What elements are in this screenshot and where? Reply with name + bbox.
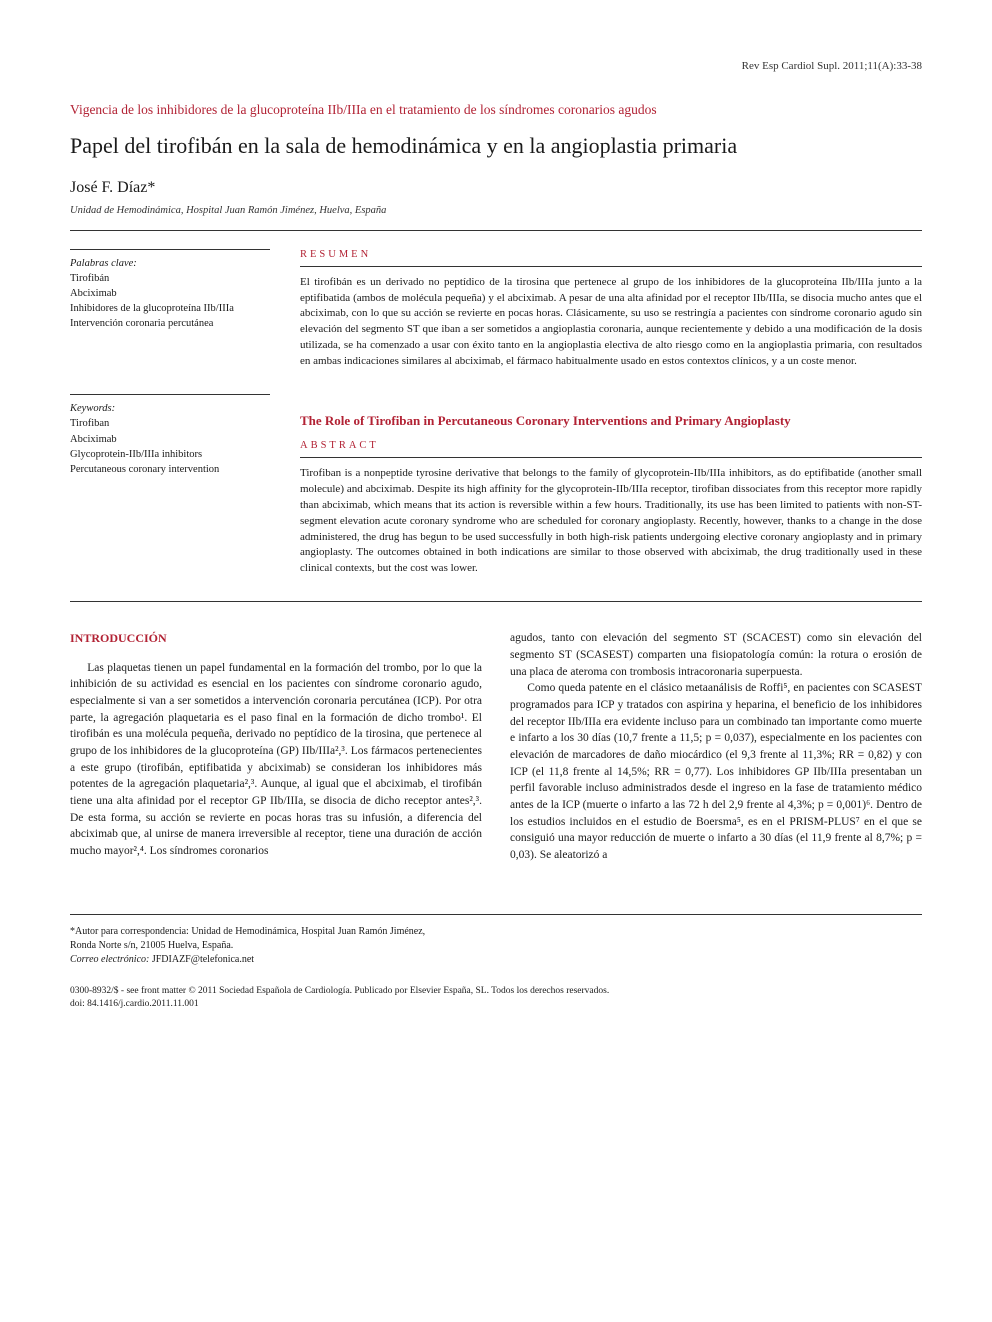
body-paragraph: Como queda patente en el clásico metaaná… — [510, 680, 922, 863]
footer: *Autor para correspondencia: Unidad de H… — [70, 914, 922, 1012]
abstract-column: The Role of Tirofiban in Percutaneous Co… — [300, 394, 922, 577]
doi-line: doi: 84.1416/j.cardio.2011.11.001 — [70, 998, 922, 1011]
body-columns: INTRODUCCIÓN Las plaquetas tienen un pap… — [70, 630, 922, 863]
resumen-column: RESUMEN El tirofibán es un derivado no p… — [300, 249, 922, 371]
abstract-block-spanish: Palabras clave: Tirofibán Abciximab Inhi… — [70, 249, 922, 371]
keyword-item: Tirofiban — [70, 416, 270, 431]
keywords-column: Keywords: Tirofiban Abciximab Glycoprote… — [70, 394, 270, 577]
correspondence-note: *Autor para correspondencia: Unidad de H… — [70, 925, 922, 939]
palabras-clave-column: Palabras clave: Tirofibán Abciximab Inhi… — [70, 249, 270, 371]
body-column-left: INTRODUCCIÓN Las plaquetas tienen un pap… — [70, 630, 482, 863]
abstract-block-english: Keywords: Tirofiban Abciximab Glycoprote… — [70, 394, 922, 577]
correspondence-address: Ronda Norte s/n, 21005 Huelva, España. — [70, 939, 922, 953]
abstract-heading: ABSTRACT — [300, 440, 922, 458]
resumen-heading: RESUMEN — [300, 249, 922, 267]
author-affiliation: Unidad de Hemodinámica, Hospital Juan Ra… — [70, 205, 922, 216]
copyright-block: 0300-8932/$ - see front matter © 2011 So… — [70, 985, 922, 1012]
author-name: José F. Díaz* — [70, 179, 922, 197]
correo-label: Correo electrónico: — [70, 954, 149, 965]
keyword-item: Glycoprotein-IIb/IIIa inhibitors — [70, 447, 270, 462]
keywords-label: Keywords: — [70, 401, 270, 416]
palabra-item: Intervención coronaria percutánea — [70, 316, 270, 331]
introduccion-heading: INTRODUCCIÓN — [70, 630, 482, 647]
divider — [70, 230, 922, 231]
divider — [70, 601, 922, 602]
section-label: Vigencia de los inhibidores de la glucop… — [70, 102, 922, 118]
copyright-line: 0300-8932/$ - see front matter © 2011 So… — [70, 985, 922, 998]
body-paragraph: agudos, tanto con elevación del segmento… — [510, 630, 922, 680]
palabras-label: Palabras clave: — [70, 256, 270, 271]
body-column-right: agudos, tanto con elevación del segmento… — [510, 630, 922, 863]
keyword-item: Percutaneous coronary intervention — [70, 462, 270, 477]
article-title: Papel del tirofibán en la sala de hemodi… — [70, 132, 922, 161]
abstract-text: Tirofiban is a nonpeptide tyrosine deriv… — [300, 466, 922, 578]
palabra-item: Tirofibán — [70, 271, 270, 286]
correo-value: JFDIAZF@telefonica.net — [152, 954, 254, 965]
resumen-text: El tirofibán es un derivado no peptídico… — [300, 275, 922, 371]
palabra-item: Abciximab — [70, 286, 270, 301]
journal-reference: Rev Esp Cardiol Supl. 2011;11(A):33-38 — [70, 60, 922, 72]
body-paragraph: Las plaquetas tienen un papel fundamenta… — [70, 660, 482, 860]
keyword-item: Abciximab — [70, 432, 270, 447]
palabra-item: Inhibidores de la glucoproteína IIb/IIIa — [70, 301, 270, 316]
english-title: The Role of Tirofiban in Percutaneous Co… — [300, 412, 922, 430]
